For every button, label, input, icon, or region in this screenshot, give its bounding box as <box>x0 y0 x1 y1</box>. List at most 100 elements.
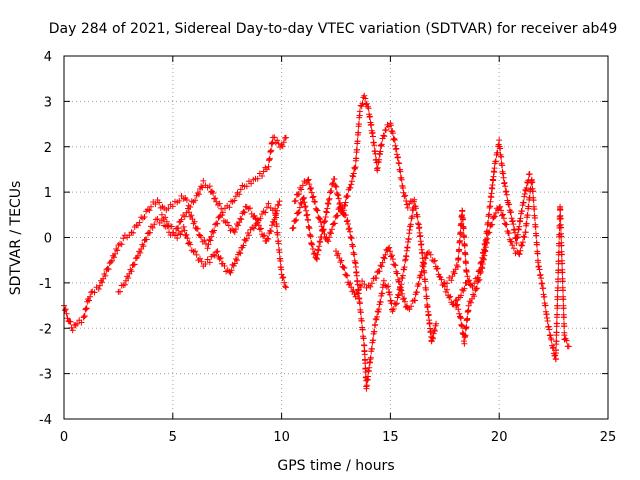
data-point <box>312 199 319 205</box>
data-point <box>427 251 434 258</box>
data-point <box>238 216 245 223</box>
data-point <box>547 332 554 338</box>
data-point <box>181 227 188 234</box>
data-point <box>152 201 159 207</box>
data-point <box>216 200 223 207</box>
data-point <box>421 260 428 267</box>
data-point <box>165 205 172 212</box>
data-point <box>335 192 342 199</box>
data-point <box>363 382 370 389</box>
data-point <box>78 319 85 326</box>
data-point <box>565 343 572 350</box>
data-point <box>532 223 539 230</box>
data-point <box>548 336 555 343</box>
data-point <box>306 225 313 232</box>
data-point <box>356 121 362 128</box>
data-point <box>240 242 247 249</box>
data-point <box>368 280 375 287</box>
data-point <box>82 306 89 313</box>
data-point <box>355 129 362 136</box>
data-point <box>136 219 143 226</box>
data-point <box>392 301 399 308</box>
data-point <box>331 220 338 227</box>
data-point <box>388 122 394 129</box>
data-point <box>418 241 425 248</box>
data-point <box>237 250 244 257</box>
data-point <box>508 215 515 222</box>
data-point <box>519 242 525 249</box>
data-point <box>473 285 480 292</box>
data-point <box>205 241 212 248</box>
y-tick-label: 1 <box>44 186 52 201</box>
data-point <box>523 185 530 191</box>
data-point <box>413 289 420 296</box>
data-point <box>459 323 466 330</box>
data-point <box>473 285 480 292</box>
data-point <box>154 216 161 222</box>
x-tick-label: 20 <box>491 430 508 445</box>
data-point <box>302 203 309 210</box>
data-point <box>463 269 470 275</box>
data-point <box>382 251 389 258</box>
data-point <box>546 326 553 333</box>
data-point <box>335 195 342 202</box>
x-tick-label: 0 <box>60 430 68 445</box>
data-point <box>542 302 549 309</box>
data-point <box>365 373 371 380</box>
data-point <box>148 203 154 210</box>
data-point <box>112 250 119 257</box>
data-point <box>309 241 316 248</box>
data-point <box>344 193 351 200</box>
data-point <box>516 251 523 258</box>
data-point <box>393 145 400 152</box>
data-point <box>270 219 277 226</box>
data-point <box>401 295 408 302</box>
data-point <box>334 212 341 219</box>
data-point <box>538 280 545 287</box>
data-point <box>559 269 566 276</box>
data-point <box>316 215 323 222</box>
data-point <box>363 100 370 107</box>
data-point <box>231 229 238 236</box>
data-point <box>67 318 74 325</box>
data-point <box>553 320 560 327</box>
data-point <box>266 155 273 162</box>
data-point <box>486 229 493 236</box>
data-point <box>455 255 462 262</box>
data-point <box>297 199 304 206</box>
data-point <box>535 263 542 270</box>
data-point <box>95 286 102 292</box>
series-track-2 <box>115 200 289 295</box>
data-point <box>415 220 422 227</box>
data-point <box>358 103 365 110</box>
data-point <box>430 330 437 337</box>
data-point <box>194 225 201 232</box>
data-point <box>87 293 94 300</box>
data-point <box>510 221 517 228</box>
data-point <box>163 218 170 225</box>
data-point <box>479 261 486 267</box>
data-point <box>417 272 424 279</box>
data-points <box>61 92 572 392</box>
data-point <box>506 201 513 208</box>
data-point <box>456 237 463 244</box>
data-point <box>431 328 438 334</box>
data-point <box>385 283 392 290</box>
data-point <box>481 252 488 259</box>
data-point <box>510 245 517 252</box>
data-point <box>395 291 402 298</box>
data-point <box>348 178 355 185</box>
data-point <box>356 108 363 115</box>
data-point <box>378 141 385 148</box>
data-point <box>358 284 364 290</box>
data-point <box>398 176 405 183</box>
data-point <box>199 184 206 191</box>
data-point <box>281 279 288 286</box>
data-point <box>231 197 238 204</box>
data-point <box>544 318 551 324</box>
data-point <box>373 316 380 323</box>
data-point <box>305 176 312 183</box>
data-point <box>295 209 302 216</box>
data-point <box>271 134 278 141</box>
data-point <box>277 258 284 264</box>
